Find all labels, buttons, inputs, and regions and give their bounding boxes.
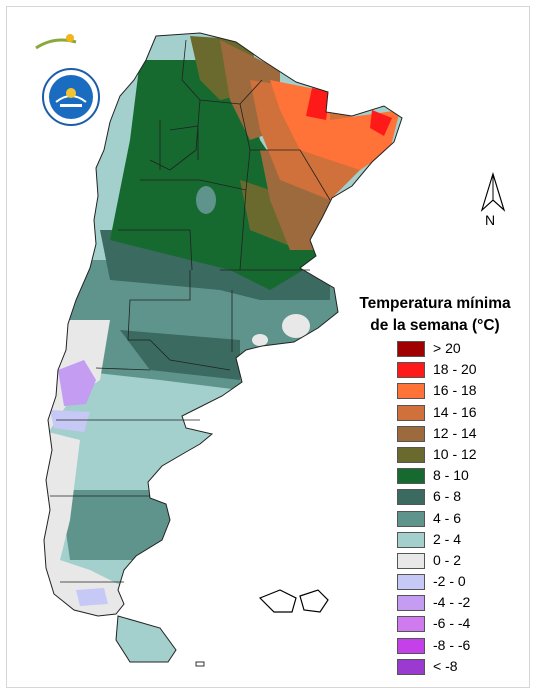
legend-item: > 20	[397, 339, 517, 360]
legend-label: 14 - 16	[433, 403, 477, 420]
legend-item: < -8	[397, 657, 517, 678]
legend-label: 4 - 6	[433, 509, 462, 526]
smn-seal-logo	[42, 68, 100, 126]
legend-items: > 20 18 - 20 16 - 18 14 - 16 12 - 14 10 - 12 8…	[397, 339, 517, 678]
legend-item: 4 - 6	[397, 509, 517, 530]
legend-label: 18 - 20	[433, 361, 477, 378]
legend-item: -8 - -6	[397, 636, 517, 657]
legend-label: 6 - 8	[433, 488, 462, 505]
legend-swatch	[397, 362, 425, 379]
legend: Temperatura mínima de la semana (°C) > 2…	[340, 293, 530, 675]
legend-swatch	[397, 658, 425, 675]
legend-label: > 20	[433, 340, 461, 356]
legend-label: < -8	[433, 657, 458, 674]
legend-label: 12 - 14	[433, 424, 477, 441]
legend-item: -4 - -2	[397, 593, 517, 614]
legend-item: 6 - 8	[397, 487, 517, 508]
ora-logo	[34, 28, 104, 62]
legend-label: -2 - 0	[433, 573, 466, 590]
legend-item: 10 - 12	[397, 445, 517, 466]
ora-swoosh-icon	[35, 34, 77, 50]
legend-item: 16 - 18	[397, 381, 517, 402]
legend-swatch	[397, 425, 425, 442]
legend-label: -6 - -4	[433, 615, 471, 632]
north-label: N	[485, 212, 496, 228]
legend-label: 0 - 2	[433, 551, 462, 568]
legend-label: 10 - 12	[433, 445, 477, 462]
legend-swatch	[397, 404, 425, 421]
legend-item: 2 - 4	[397, 530, 517, 551]
smn-seal-icon	[42, 68, 100, 126]
legend-title: Temperatura mínima de la semana (°C)	[340, 293, 530, 337]
legend-label: -4 - -2	[433, 594, 471, 611]
legend-swatch	[397, 574, 425, 591]
legend-item: 18 - 20	[397, 360, 517, 381]
legend-swatch	[397, 637, 425, 654]
legend-swatch	[397, 489, 425, 506]
legend-swatch	[397, 446, 425, 463]
legend-label: 2 - 4	[433, 530, 462, 547]
legend-item: -2 - 0	[397, 572, 517, 593]
legend-swatch	[397, 341, 425, 357]
legend-title-line1: Temperatura mínima	[359, 295, 511, 312]
tierra-del-fuego	[115, 615, 177, 663]
map-frame	[6, 6, 530, 688]
country-border	[43, 32, 403, 617]
legend-swatch	[397, 595, 425, 612]
legend-title-line2: de la semana (°C)	[370, 317, 500, 334]
north-arrow: N	[478, 171, 508, 232]
legend-swatch	[397, 552, 425, 569]
island-small	[195, 661, 205, 667]
legend-swatch	[397, 616, 425, 633]
legend-item: 0 - 2	[397, 551, 517, 572]
legend-swatch	[397, 383, 425, 400]
north-arrow-icon	[480, 171, 506, 212]
legend-label: 16 - 18	[433, 382, 477, 399]
legend-swatch	[397, 510, 425, 527]
legend-label: -8 - -6	[433, 636, 471, 653]
legend-swatch	[397, 468, 425, 485]
legend-swatch	[397, 531, 425, 548]
legend-item: -6 - -4	[397, 614, 517, 635]
legend-item: 14 - 16	[397, 403, 517, 424]
legend-item: 8 - 10	[397, 466, 517, 487]
province-borders	[50, 39, 331, 583]
malvinas-islands	[258, 589, 329, 613]
legend-item: 12 - 14	[397, 424, 517, 445]
legend-label: 8 - 10	[433, 467, 469, 484]
